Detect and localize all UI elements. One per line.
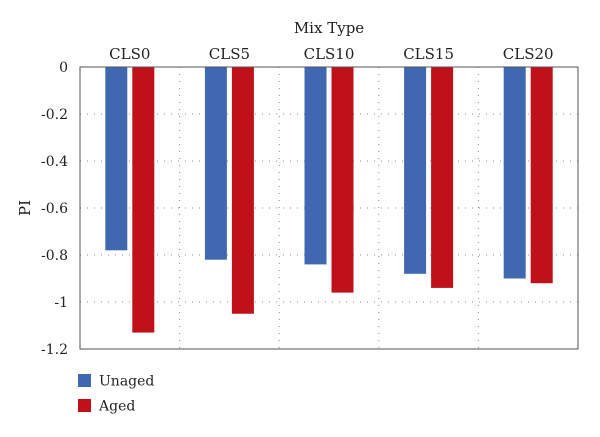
- y-axis-title: PI: [16, 200, 34, 216]
- legend: Unaged Aged: [78, 374, 154, 415]
- y-tick-label: 0: [59, 60, 68, 76]
- y-tick-label: -1: [54, 295, 68, 311]
- y-tick-label: -0.8: [41, 248, 68, 264]
- x-tick-label: CLS20: [503, 45, 554, 63]
- x-tick-label: CLS10: [304, 45, 355, 63]
- x-tick-label: CLS15: [403, 45, 454, 63]
- y-tick-label: -1.2: [41, 342, 68, 358]
- legend-label-unaged: Unaged: [99, 374, 154, 390]
- legend-swatch-unaged: [78, 374, 91, 387]
- bar-unaged-cls15: [404, 67, 427, 274]
- bar-aged-cls20: [530, 67, 553, 284]
- y-tick-label: -0.4: [41, 154, 68, 170]
- bar-aged-cls0: [132, 67, 155, 333]
- y-tick-label: -0.6: [41, 201, 68, 217]
- bar-aged-cls15: [431, 67, 454, 288]
- legend-swatch-aged: [78, 399, 91, 412]
- bar-unaged-cls20: [503, 67, 526, 279]
- bars: [105, 67, 553, 333]
- legend-label-aged: Aged: [98, 399, 135, 415]
- x-tick-label: CLS5: [209, 45, 250, 63]
- plot-frame: [79, 66, 579, 350]
- bar-unaged-cls10: [304, 67, 327, 265]
- x-tick-labels: CLS0 CLS5 CLS10 CLS15 CLS20: [109, 45, 553, 63]
- y-tick-label: -0.2: [41, 107, 68, 123]
- x-axis-title: Mix Type: [294, 19, 364, 37]
- bar-aged-cls5: [231, 67, 254, 314]
- grid-lines: [80, 67, 578, 349]
- y-tick-labels: 0 -0.2 -0.4 -0.6 -0.8 -1 -1.2: [41, 60, 68, 358]
- x-tick-label: CLS0: [109, 45, 150, 63]
- bar-aged-cls10: [331, 67, 354, 293]
- bar-unaged-cls5: [204, 67, 227, 260]
- bar-unaged-cls0: [105, 67, 128, 251]
